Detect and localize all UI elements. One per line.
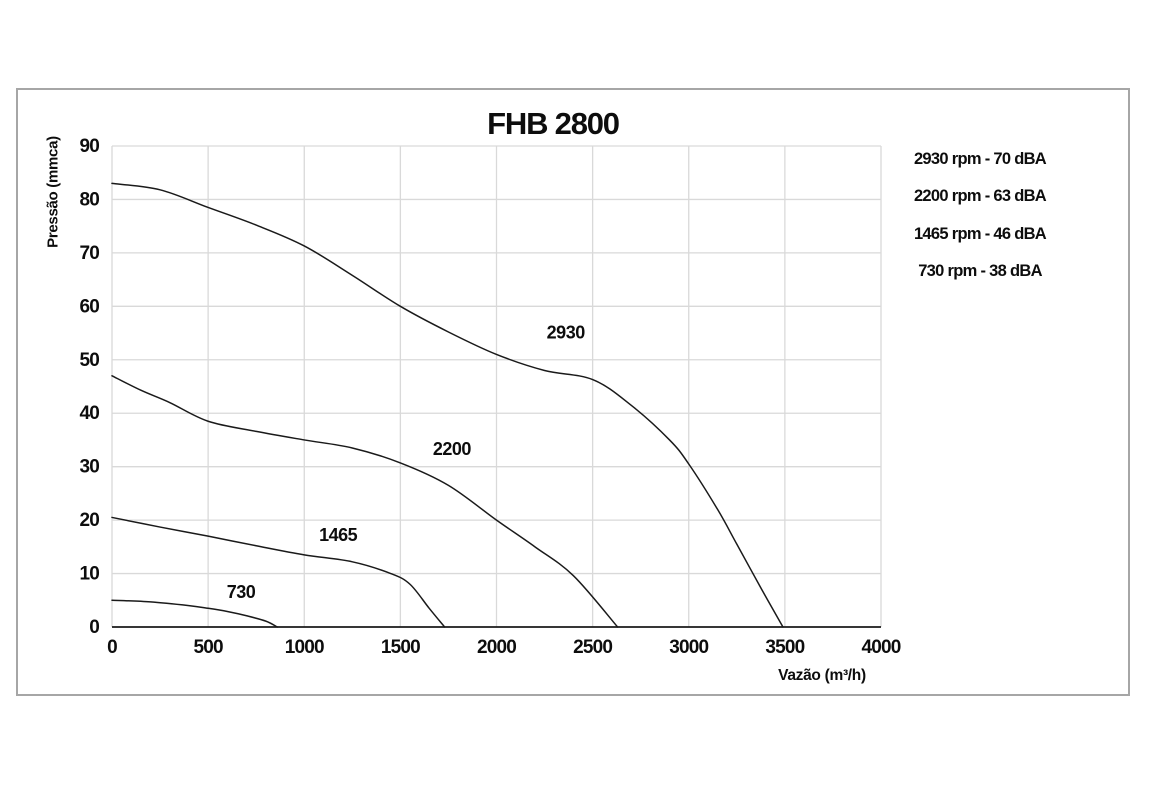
curve-730 xyxy=(111,599,279,628)
legend-item-2930: 2930 rpm - 70 dBA xyxy=(913,150,1047,168)
curve-2930 xyxy=(111,182,784,628)
y-tick-label-60: 60 xyxy=(79,296,99,317)
x-tick-label-3000: 3000 xyxy=(669,637,708,658)
legend: 2930 rpm - 70 dBA 2200 rpm - 63 dBA 1465… xyxy=(905,141,1055,290)
curve-label-730: 730 xyxy=(227,582,256,602)
x-tick-label-0: 0 xyxy=(107,637,117,658)
x-tick-label-1000: 1000 xyxy=(285,637,324,658)
x-tick-label-4000: 4000 xyxy=(861,637,900,658)
chart-frame xyxy=(16,88,1130,696)
y-tick-label-10: 10 xyxy=(79,564,99,585)
curve-1465 xyxy=(111,516,446,628)
legend-item-730: 730 rpm - 38 dBA xyxy=(918,261,1042,280)
x-tick-label-2500: 2500 xyxy=(573,637,612,658)
y-tick-label-40: 40 xyxy=(79,403,99,424)
y-tick-label-80: 80 xyxy=(79,189,99,210)
y-tick-label-90: 90 xyxy=(79,136,99,157)
chart-title: FHB 2800 xyxy=(487,106,620,141)
y-tick-label-70: 70 xyxy=(79,243,99,264)
y-tick-label-30: 30 xyxy=(79,457,99,478)
curve-label-2200: 2200 xyxy=(433,439,472,459)
x-tick-label-1500: 1500 xyxy=(381,637,420,658)
x-tick-label-2000: 2000 xyxy=(477,637,516,658)
curve-2200 xyxy=(111,375,619,628)
legend-item-1465: 1465 rpm - 46 dBA xyxy=(913,224,1047,243)
x-axis-title: Vazão (m³/h) xyxy=(778,667,866,684)
y-tick-label-50: 50 xyxy=(79,350,99,371)
x-tick-label-3500: 3500 xyxy=(765,637,804,658)
x-tick-label-500: 500 xyxy=(193,637,223,658)
y-tick-label-20: 20 xyxy=(79,510,99,531)
legend-item-2200: 2200 rpm - 63 dBA xyxy=(913,187,1047,206)
curve-label-2930: 2930 xyxy=(547,322,586,342)
curve-label-1465: 1465 xyxy=(319,525,358,545)
y-tick-label-0: 0 xyxy=(89,617,99,638)
